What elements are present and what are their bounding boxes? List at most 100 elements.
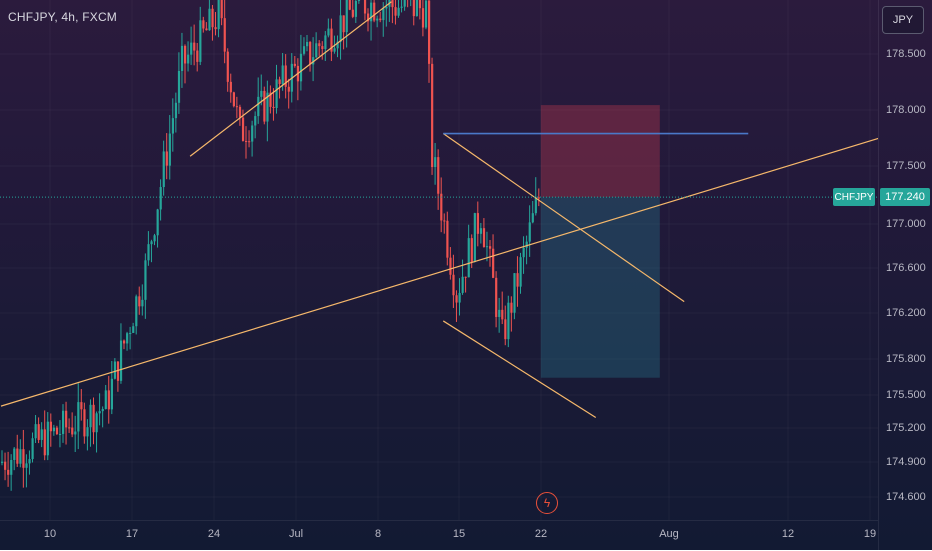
candle-body [248, 141, 251, 143]
price-tick: 175.800 [886, 353, 926, 365]
time-tick: 22 [534, 528, 548, 540]
candle-body [516, 273, 519, 287]
candle-body [156, 209, 159, 236]
candle-body [339, 15, 342, 42]
candle-body [467, 238, 470, 278]
candle-body [77, 402, 80, 432]
candle-body [40, 429, 43, 440]
candle-body [214, 27, 217, 30]
price-tick: 177.000 [886, 218, 926, 230]
candle-body [330, 28, 333, 52]
candle-body [147, 244, 150, 261]
candle-body [184, 45, 187, 64]
candle-body [180, 45, 184, 71]
price-tick: 174.900 [886, 456, 926, 468]
time-axis[interactable] [0, 520, 878, 551]
candle-body [281, 65, 284, 84]
candle-body [342, 15, 345, 33]
candle-body [19, 449, 22, 464]
lightning-icon[interactable]: ϟ [536, 492, 558, 514]
candle-body [107, 390, 110, 410]
candle-body [309, 42, 312, 65]
candle-body [333, 48, 336, 52]
price-axis[interactable] [878, 0, 932, 550]
candle-body [376, 18, 379, 21]
candle-body [293, 63, 296, 66]
candle-body [391, 0, 394, 8]
candle-body [16, 448, 19, 464]
candle-body [110, 378, 113, 410]
candle-body [144, 260, 147, 300]
candle-body [424, 0, 428, 28]
candle-body [489, 246, 492, 249]
time-tick: 24 [207, 528, 221, 540]
candle-body [437, 157, 440, 194]
candle-body [324, 35, 327, 50]
candle-body [327, 28, 330, 36]
candle-body [287, 86, 290, 92]
candle-body [400, 6, 403, 8]
upper-channel-line [189, 1, 392, 157]
candle-body [199, 20, 202, 62]
candle-body [241, 117, 245, 141]
time-tick: 12 [781, 528, 795, 540]
candle-body [104, 390, 107, 409]
candle-body [257, 96, 260, 117]
candle-body [13, 448, 16, 460]
candle-body [385, 6, 388, 9]
candle-body [174, 102, 178, 119]
candle-body [193, 42, 196, 51]
candle-body [7, 469, 10, 475]
candle-body [443, 220, 446, 222]
candle-body [318, 43, 321, 47]
candle-body [223, 18, 226, 52]
candle-body [485, 246, 489, 248]
candle-body [208, 8, 211, 31]
candle-body [153, 235, 156, 242]
candle-body [449, 257, 452, 275]
candle-body [513, 273, 516, 313]
candle-body [461, 276, 464, 293]
candle-body [238, 106, 242, 118]
candle-body [229, 81, 232, 93]
candle-body [431, 63, 434, 168]
support-trendline [0, 137, 878, 407]
candle-body [83, 409, 86, 437]
candle-body [52, 427, 56, 432]
price-tick: 178.000 [886, 104, 926, 116]
time-tick: 19 [863, 528, 877, 540]
candle-body [62, 410, 65, 434]
flag-upper-line [442, 133, 685, 303]
candle-body [55, 427, 59, 435]
candle-body [113, 361, 117, 379]
price-tick: 175.500 [886, 389, 926, 401]
candle-body [49, 421, 52, 432]
currency-button[interactable]: JPY [882, 6, 924, 34]
candle-body [302, 46, 306, 54]
candle-body [348, 0, 351, 10]
candle-body [492, 248, 495, 278]
candle-body [321, 46, 324, 50]
candle-body [129, 332, 132, 334]
symbol-price-tag: CHFJPY [833, 188, 875, 207]
candle-body [418, 0, 422, 9]
symbol-label: CHFJPY, 4h, FXCM [8, 10, 118, 24]
price-chart[interactable] [0, 0, 878, 520]
candle-body [525, 241, 528, 248]
price-tick: 174.600 [886, 491, 926, 503]
candle-body [187, 54, 190, 64]
candle-body [501, 309, 504, 320]
candle-body [86, 427, 89, 437]
candle-body [531, 213, 534, 223]
candle-body [1, 461, 4, 463]
candle-body [312, 57, 315, 65]
candle-body [65, 410, 68, 428]
candle-body [284, 65, 287, 87]
candle-body [373, 2, 376, 21]
time-tick: 8 [374, 528, 382, 540]
candle-body [504, 319, 507, 340]
candle-body [528, 222, 531, 242]
candle-body [37, 424, 40, 440]
candle-body [434, 157, 437, 168]
candle-body [272, 106, 275, 109]
